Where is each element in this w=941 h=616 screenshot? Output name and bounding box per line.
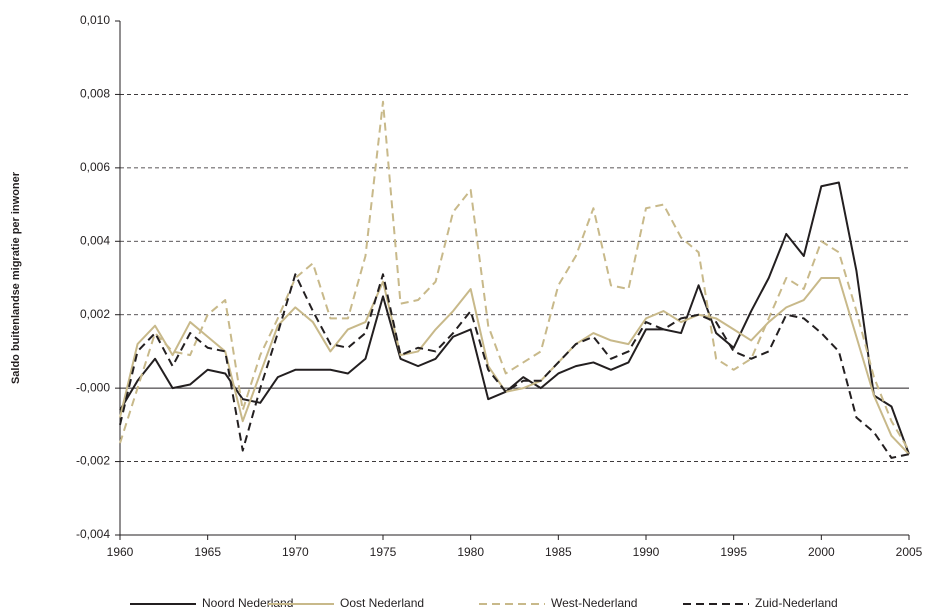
y-tick-label: 0,006 xyxy=(80,160,110,174)
x-tick-label: 1970 xyxy=(282,545,309,559)
y-tick-label: 0,008 xyxy=(80,87,110,101)
y-axis-label: Saldo buitenlandse migratie per inwoner xyxy=(10,171,22,384)
x-tick-label: 1960 xyxy=(107,545,134,559)
x-tick-label: 2005 xyxy=(896,545,923,559)
series-line xyxy=(119,100,910,452)
legend-label: Noord Nederland xyxy=(202,596,293,610)
x-tick-label: 2000 xyxy=(808,545,835,559)
x-tick-label: 1975 xyxy=(370,545,397,559)
legend-label: Zuid-Nederland xyxy=(755,596,838,610)
x-tick-label: 1985 xyxy=(545,545,572,559)
y-tick-label: 0,004 xyxy=(80,233,110,247)
series-line xyxy=(119,181,910,455)
y-tick-label: 0,002 xyxy=(80,307,110,321)
x-tick-label: 1980 xyxy=(457,545,484,559)
y-tick-label: 0,010 xyxy=(80,13,110,27)
x-tick-label: 1965 xyxy=(194,545,221,559)
series-line xyxy=(119,273,910,459)
y-tick-label: -0,004 xyxy=(76,527,110,541)
x-tick-label: 1990 xyxy=(633,545,660,559)
legend-label: Oost Nederland xyxy=(340,596,424,610)
series-line xyxy=(119,277,910,455)
y-tick-label: -0,002 xyxy=(76,454,110,468)
x-tick-label: 1995 xyxy=(720,545,747,559)
legend-label: West-Nederland xyxy=(551,596,637,610)
y-tick-label: -0,000 xyxy=(76,380,110,394)
